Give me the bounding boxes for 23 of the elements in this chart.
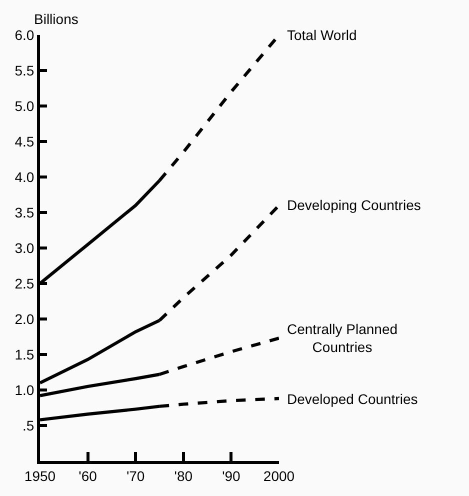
series-label: Centrally Planned Countries (287, 321, 398, 356)
y-tick-label: 3.5 (14, 204, 34, 220)
series-label: Total World (287, 27, 357, 43)
y-tick-label: 5.5 (14, 62, 34, 78)
y-tick-label: 3.0 (14, 240, 34, 256)
y-tick-label: .5 (22, 417, 34, 434)
y-tick-label: 1.5 (14, 346, 34, 362)
x-tick-label: '70 (126, 468, 145, 484)
y-tick-label: 4.0 (14, 168, 34, 185)
x-tick-label: 1950 (24, 468, 56, 484)
y-tick-label: 4.5 (14, 133, 34, 150)
series-label: Developing Countries (287, 197, 421, 213)
x-tick-label: '60 (78, 468, 98, 484)
x-tick-label: '90 (222, 468, 241, 484)
y-tick-label: 5.0 (14, 98, 34, 114)
y-axis-title: Billions (34, 11, 78, 27)
y-tick-label: 2.5 (14, 275, 34, 292)
x-tick-label: 2000 (263, 468, 295, 484)
y-tick-label: 6.0 (14, 26, 34, 43)
y-tick-label: 2.0 (14, 310, 34, 327)
x-tick-label: '80 (174, 468, 193, 484)
series-label: Developed Countries (287, 391, 418, 407)
y-tick-label: 1.0 (14, 382, 34, 398)
